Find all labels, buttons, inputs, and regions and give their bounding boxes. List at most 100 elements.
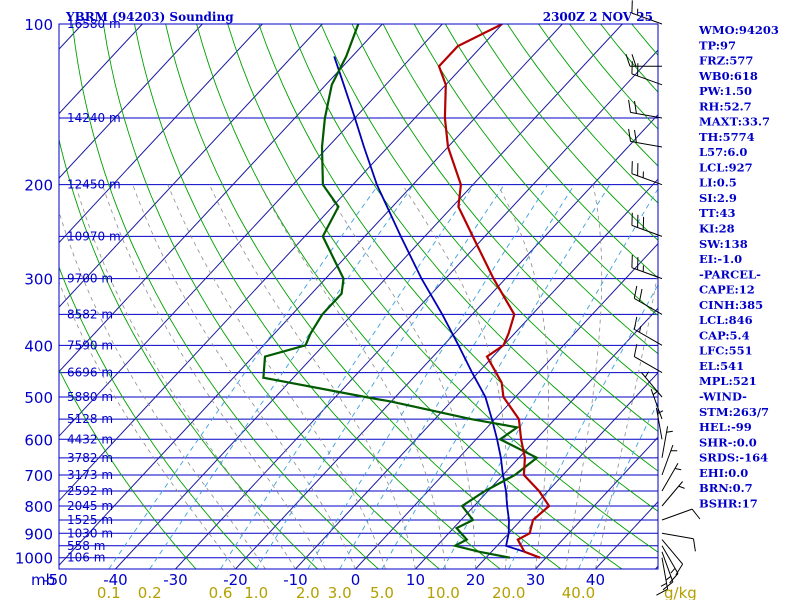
moist-adiabat-line (259, 184, 446, 569)
pressure-tick-label: 300 (24, 271, 53, 289)
index-entry: LI:0.5 (699, 176, 737, 190)
wind-barb (628, 99, 663, 119)
moist-adiabat-line (322, 184, 476, 569)
isotherm-line (59, 24, 323, 308)
isotherm-line (175, 49, 658, 569)
dry-adiabat-line (258, 24, 658, 512)
index-entry: PW:1.50 (699, 84, 752, 98)
wind-barb (656, 557, 669, 596)
mixing-ratio-label: 2.0 (296, 584, 320, 600)
isotherm-line (595, 501, 658, 569)
isotherm-line (59, 24, 263, 244)
mixing-ratio-label: 5.0 (370, 584, 394, 600)
moist-adiabat-line (59, 281, 236, 569)
dry-adiabat-line (351, 24, 658, 393)
isotherm-line (59, 24, 203, 179)
index-entry: LCL:846 (699, 313, 753, 327)
index-entry: SHR-:0.0 (699, 435, 757, 449)
wind-barb (655, 407, 664, 440)
pressure-unit-label: mb (31, 571, 55, 589)
height-label: 106 m (67, 551, 105, 565)
wind-barb (641, 371, 663, 398)
mixing-ratio-line (442, 187, 658, 569)
mixing-ratio-label: 40.0 (562, 584, 595, 600)
temperature-tick-label: -10 (283, 571, 308, 589)
wind-barb (633, 285, 663, 315)
isotherm-line (475, 372, 658, 569)
profiles (262, 24, 551, 559)
mixing-ratio-line (108, 184, 379, 569)
pressure-tick-label: 800 (24, 498, 53, 516)
index-entry: KI:28 (699, 222, 735, 236)
wind-barb (661, 545, 679, 584)
mixing-unit-label: g/kg (664, 584, 697, 600)
mixing-ratio-label: 3.0 (328, 584, 352, 600)
index-entry: EI:-1.0 (699, 252, 742, 266)
isotherm-line (59, 24, 563, 566)
dry-adiabat-line (165, 24, 562, 569)
wind-barb (628, 128, 663, 148)
index-entry: RH:52.7 (699, 99, 752, 113)
temperature-tick-label: -50 (43, 571, 68, 589)
isotherm-line (59, 24, 443, 437)
dry-adiabat-line (320, 24, 658, 432)
index-entry: FRZ:577 (699, 54, 753, 68)
isotherm-line (355, 242, 658, 569)
moist-adiabat-line (75, 184, 296, 569)
wind-barb (633, 316, 663, 346)
height-label: 9700 m (67, 272, 113, 286)
mixing-ratio-line (339, 184, 575, 569)
height-label: 7590 m (67, 338, 113, 352)
moist-adiabat-line (595, 269, 658, 569)
mixing-ratio-line (307, 184, 548, 569)
temperature-tick-label: 40 (586, 571, 605, 589)
moist-adiabat-line (497, 184, 549, 569)
mixing-ratio-line (255, 184, 505, 569)
pressure-tick-label: 100 (24, 16, 53, 34)
height-label: 16580 m (67, 17, 121, 31)
index-entry: TP:97 (699, 38, 736, 52)
height-label: 3782 m (67, 451, 113, 465)
dry-adiabat-line (569, 24, 658, 130)
dry-adiabat-line (59, 368, 197, 569)
pressure-tick-label: 600 (24, 431, 53, 449)
height-label: 14240 m (67, 111, 121, 125)
pressure-tick-label: 900 (24, 525, 53, 543)
index-entry: SRDS:-164 (699, 451, 768, 465)
index-entry: HEL:-99 (699, 420, 752, 434)
dry-adiabat-line (227, 24, 658, 553)
mixing-ratio-label: 1.0 (244, 584, 268, 600)
height-label: 1525 m (67, 513, 113, 527)
wind-barb (661, 481, 685, 507)
dry-adiabat-line (196, 24, 623, 569)
dry-adiabat-line (134, 24, 501, 569)
height-label: 5880 m (67, 390, 113, 404)
moist-adiabat-line (132, 184, 356, 569)
height-label: 2045 m (67, 499, 113, 513)
height-label: 2592 m (67, 484, 113, 498)
dry-adiabat-line (444, 24, 658, 279)
height-label: 10970 m (67, 229, 121, 243)
dry-adiabat-line (289, 24, 658, 472)
index-entry: BSHR:17 (699, 496, 758, 510)
parcel-trace (333, 56, 541, 559)
wind-barb (625, 54, 662, 67)
pressure-tick-label: 500 (24, 389, 53, 407)
wind-barb (631, 254, 663, 280)
index-entry: CAPE:12 (699, 283, 755, 297)
mixing-ratio-label: 20.0 (492, 584, 525, 600)
background-lines (59, 24, 658, 569)
temperature-tick-label: -20 (223, 571, 248, 589)
dry-adiabat-line (59, 137, 318, 569)
pressure-tick-label: 400 (24, 337, 53, 355)
index-entry: -WIND- (699, 389, 747, 403)
index-entry: SW:138 (699, 237, 748, 251)
height-label: 558 m (67, 539, 105, 553)
index-entry: MAXT:33.7 (699, 115, 770, 129)
mixing-ratio-label: 10.0 (426, 584, 459, 600)
wind-barb (661, 508, 701, 521)
isotherm-line (235, 113, 658, 569)
